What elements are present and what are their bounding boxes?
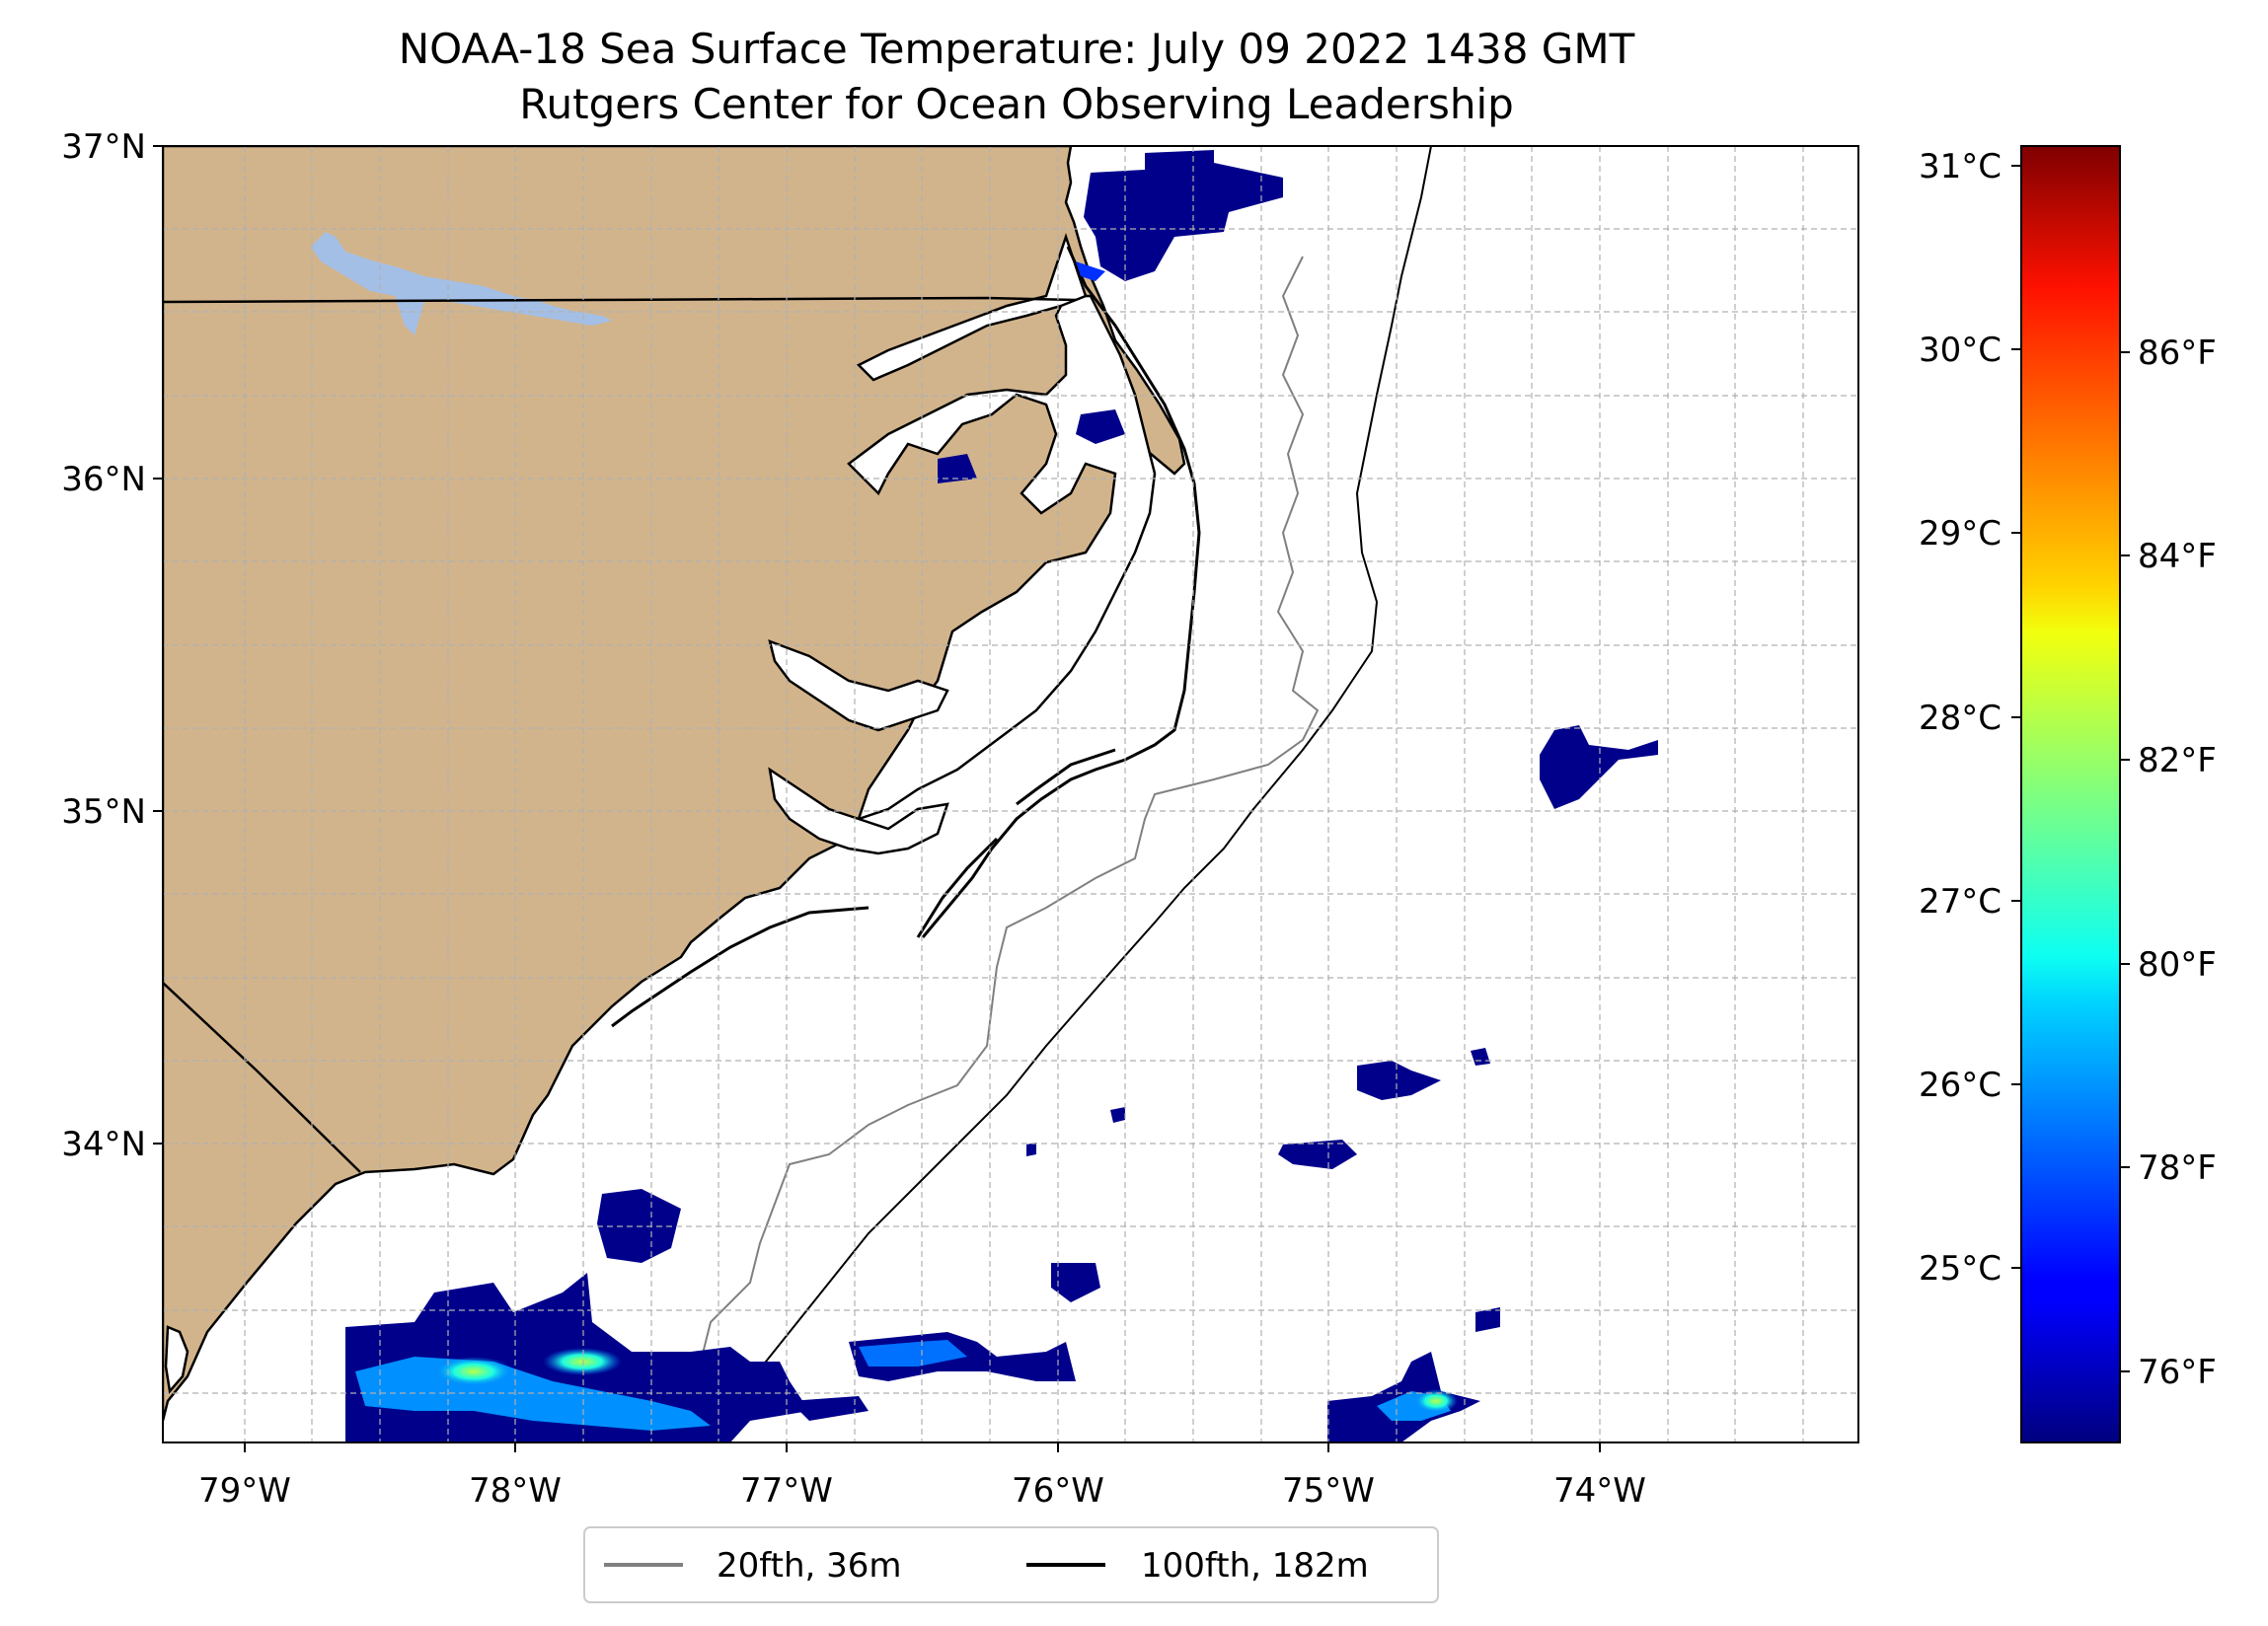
colorbar-fahrenheit-label: 84°F xyxy=(2138,537,2217,576)
cape-fear-inlet xyxy=(164,1325,189,1394)
lon-tick-label: 76°W xyxy=(1012,1471,1104,1511)
colorbar-fahrenheit-label: 78°F xyxy=(2138,1148,2217,1188)
legend-label-20fth: 20fth, 36m xyxy=(717,1546,902,1586)
barrier-island-south xyxy=(611,748,1116,1028)
colorbar: 31°C 30°C 29°C 28°C 27°C 26°C 25°C 86°F … xyxy=(1919,145,2217,1443)
isobath-20fth xyxy=(497,256,1320,1432)
title-line-1: NOAA-18 Sea Surface Temperature: July 09… xyxy=(399,25,1635,73)
colorbar-celsius-label: 27°C xyxy=(1919,882,2002,922)
lat-tick-labels: 37°N 36°N 35°N 34°N xyxy=(61,127,146,1164)
colorbar-fahrenheit-label: 80°F xyxy=(2138,945,2217,985)
colorbar-celsius-label: 29°C xyxy=(1919,514,2002,554)
gridlines xyxy=(163,146,1858,1442)
outer-banks xyxy=(921,246,1201,938)
lon-tick-label: 74°W xyxy=(1553,1471,1646,1511)
albemarle-sound xyxy=(856,233,1088,382)
colorbar-fahrenheit-label: 76°F xyxy=(2138,1353,2217,1392)
colorbar-celsius-label: 30°C xyxy=(1919,331,2002,370)
colorbar-celsius-label: 25°C xyxy=(1919,1249,2002,1289)
lon-tick-label: 78°W xyxy=(469,1471,562,1511)
lon-tick-labels: 79°W 78°W 77°W 76°W 75°W 74°W xyxy=(198,1471,1646,1511)
lake xyxy=(311,232,612,335)
lat-tick-label: 37°N xyxy=(61,127,146,167)
colorbar-fahrenheit-label: 82°F xyxy=(2138,741,2217,780)
lon-tick-label: 75°W xyxy=(1282,1471,1375,1511)
state-border-nc-sc xyxy=(163,982,361,1173)
map-panel xyxy=(163,146,1858,1442)
lon-tick-label: 77°W xyxy=(740,1471,833,1511)
lat-tick-label: 34°N xyxy=(61,1125,146,1164)
lat-tick-label: 36°N xyxy=(61,460,146,499)
legend: 20fth, 36m 100fth, 182m xyxy=(583,1526,1439,1603)
colorbar-celsius-label: 26°C xyxy=(1919,1066,2002,1105)
map-frame xyxy=(162,145,1859,1443)
isobath-100fth xyxy=(631,146,1432,1442)
state-border-nc-va xyxy=(163,296,1077,304)
pamlico-river xyxy=(768,767,949,855)
colorbar-fahrenheit-label: 86°F xyxy=(2138,333,2217,373)
legend-label-100fth: 100fth, 182m xyxy=(1141,1546,1369,1586)
colorbar-gradient xyxy=(2020,145,2121,1443)
title-line-2: Rutgers Center for Ocean Observing Leade… xyxy=(519,80,1514,128)
lon-tick-label: 79°W xyxy=(198,1471,291,1511)
legend-box xyxy=(583,1526,1439,1603)
colorbar-celsius-label: 31°C xyxy=(1919,147,2002,186)
axis-ticks xyxy=(153,145,1601,1452)
colorbar-celsius-label: 28°C xyxy=(1919,699,2002,738)
neuse-river xyxy=(768,638,949,732)
lat-tick-label: 35°N xyxy=(61,792,146,832)
